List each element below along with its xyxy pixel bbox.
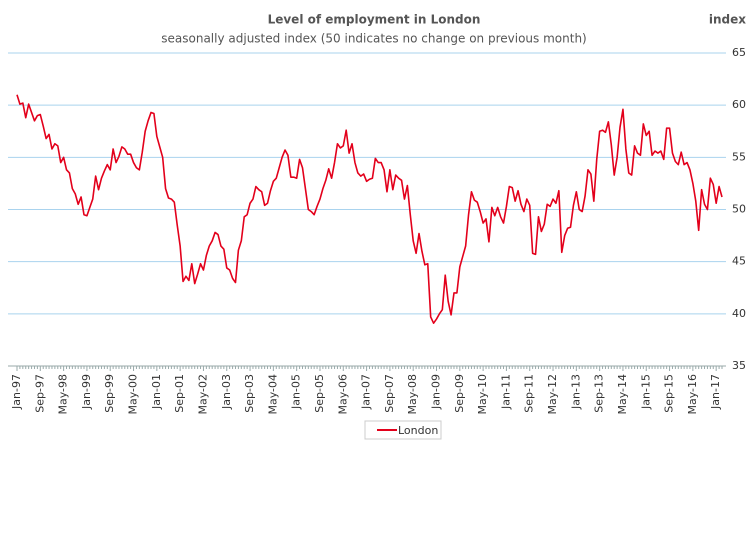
- y-tick-label: 35: [732, 359, 746, 372]
- x-tick-label: Sep-01: [173, 374, 186, 413]
- x-tick-label: Jan-17: [709, 374, 722, 410]
- x-tick-label: Jan-13: [569, 374, 582, 410]
- x-tick-label: May-06: [336, 374, 349, 415]
- chart-subtitle: seasonally adjusted index (50 indicates …: [161, 32, 586, 46]
- y-tick-label: 60: [732, 98, 746, 111]
- y-tick-label: 50: [732, 203, 746, 216]
- x-tick-label: Jan-05: [290, 374, 303, 410]
- y-axis-label: index: [709, 13, 746, 27]
- chart-title: Level of employment in London: [268, 13, 481, 27]
- x-tick-label: Sep-97: [33, 374, 46, 413]
- x-tick-label: Jan-01: [150, 374, 163, 410]
- x-tick-label: Jan-97: [10, 374, 23, 410]
- x-tick-label: Jan-07: [360, 374, 373, 410]
- x-tick-label: May-98: [57, 374, 70, 415]
- x-tick-label: May-10: [476, 374, 489, 415]
- y-tick-label: 65: [732, 46, 746, 59]
- x-tick-label: Sep-05: [313, 374, 326, 413]
- y-tick-label: 45: [732, 255, 746, 268]
- x-tick-label: Jan-15: [639, 374, 652, 410]
- x-tick-label: May-02: [196, 374, 209, 415]
- x-tick-label: May-16: [686, 374, 699, 415]
- x-tick-label: Sep-07: [383, 374, 396, 413]
- y-tick-label: 40: [732, 307, 746, 320]
- legend-label: London: [398, 424, 438, 437]
- x-tick-label: Sep-15: [663, 374, 676, 413]
- x-tick-label: Sep-11: [523, 374, 536, 413]
- x-tick-label: Jan-11: [499, 374, 512, 410]
- x-tick-label: Sep-13: [593, 374, 606, 413]
- x-tick-label: Jan-03: [220, 374, 233, 410]
- x-tick-label: Sep-99: [103, 374, 116, 413]
- x-tick-label: Sep-09: [453, 374, 466, 413]
- x-tick-label: Jan-09: [430, 374, 443, 410]
- x-tick-label: May-08: [406, 374, 419, 415]
- series-line: [16, 94, 723, 325]
- x-tick-label: Jan-99: [80, 374, 93, 410]
- x-tick-label: Sep-03: [243, 374, 256, 413]
- legend-box: [364, 420, 442, 440]
- x-tick-label: May-14: [616, 374, 629, 415]
- x-tick-label: May-12: [546, 374, 559, 415]
- y-tick-label: 55: [732, 150, 746, 163]
- x-tick-label: May-04: [266, 374, 279, 415]
- x-tick-label: May-00: [127, 374, 140, 415]
